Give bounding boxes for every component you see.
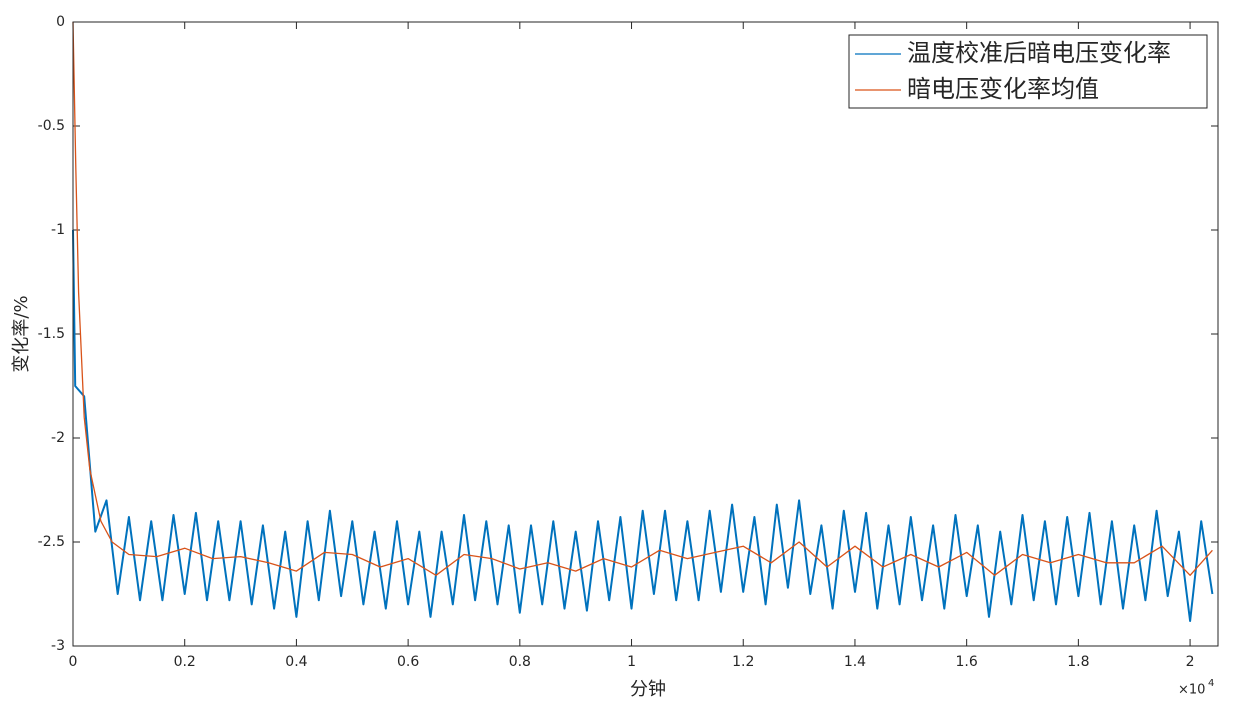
legend-label: 暗电压变化率均值 (907, 75, 1099, 103)
x-tick-label: 1 (627, 654, 636, 670)
x-tick-label: 0.2 (174, 654, 196, 670)
x-tick-label: 0 (69, 654, 78, 670)
x-tick-label: 0.8 (509, 654, 531, 670)
x-multiplier: ×10 (1178, 683, 1205, 698)
y-axis-label: 变化率/% (11, 295, 32, 372)
data-line (72, 229, 1214, 622)
y-tick-label: -1 (51, 222, 65, 238)
x-tick-label: 1.2 (732, 654, 754, 670)
x-tick-label: 2 (1186, 654, 1195, 670)
data-line (72, 21, 1213, 576)
x-tick-label: 0.6 (397, 654, 419, 670)
y-tick-label: -2.5 (38, 534, 65, 550)
y-tick-label: -3 (51, 638, 65, 654)
x-multiplier-exponent: 4 (1208, 678, 1214, 689)
x-tick-label: 0.4 (285, 654, 307, 670)
y-tick-label: -2 (51, 430, 65, 446)
axes-box (72, 21, 1219, 647)
y-tick-label: -1.5 (38, 326, 65, 342)
x-tick-label: 1.4 (844, 654, 866, 670)
x-tick-label: 1.8 (1067, 654, 1089, 670)
legend-label: 温度校准后暗电压变化率 (907, 39, 1171, 67)
y-tick-label: -0.5 (38, 118, 65, 134)
y-tick-label: 0 (56, 14, 65, 30)
x-axis-label: 分钟 (630, 679, 666, 700)
x-tick-label: 1.6 (956, 654, 978, 670)
legend-box (848, 34, 1208, 109)
plot-area: 0-0.5-1-1.5-2-2.5-30 0.2 0.4 0.6 0.8 1 1.2 1.4 1… (38, 14, 1219, 670)
